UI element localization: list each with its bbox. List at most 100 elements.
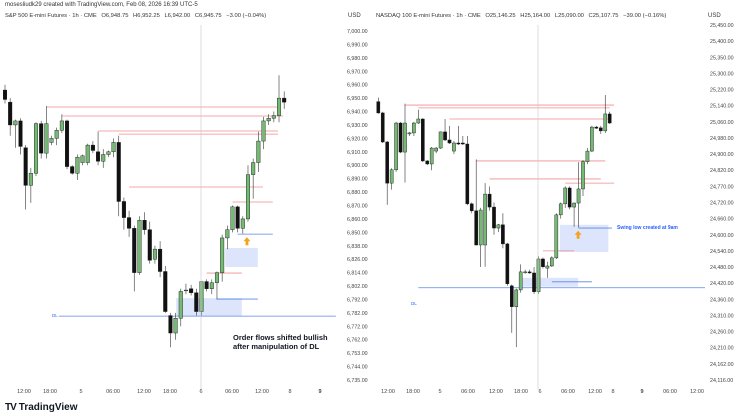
candle-up [80,155,85,163]
candle-up [111,142,116,153]
candle-down [8,101,13,126]
candle-down [70,166,75,174]
candle-down [465,143,470,205]
candle-down [204,281,209,289]
x-axis-tick-label: 6 [538,389,541,395]
candle-up [603,113,608,132]
candle-up [44,123,49,154]
y-axis-tick-label: 6,735.00 [347,378,368,384]
right-chart-legend: NASDAQ 100 E-mini Futures · 1h · CME O25… [376,13,669,19]
y-axis-tick-label: 6,990.00 [347,42,368,48]
candle-down [163,271,168,312]
y-axis-tick-label: 6,920.00 [347,136,368,142]
candle-down [380,112,385,143]
y-axis-tick-label: 6,772.00 [347,324,368,330]
y-axis-tick-label: 24,540.00 [710,249,734,255]
candle-down [142,220,147,230]
candle-up [416,118,421,124]
y-axis-tick-label: 6,940.00 [347,110,368,116]
candle-up [412,122,416,134]
y-axis-tick-label: 25,220.00 [710,88,734,94]
x-axis-tick-label: 9 [318,389,321,395]
candle-down [443,131,447,141]
y-axis-tick-label: 24,260.00 [710,330,734,336]
y-axis-tick-label: 24,820.00 [710,168,734,174]
y-axis-tick-label: 24,210.00 [710,346,734,352]
symbol-name[interactable]: NASDAQ 100 E-mini Futures · 1h · CME [376,13,481,19]
candle-down [90,144,95,151]
x-axis-tick-label: 18:00 [43,389,57,395]
candle-up [394,122,398,171]
candle-up [75,156,80,174]
candle-up [558,203,563,216]
candle-down [132,228,137,273]
tradingview-logo[interactable]: TV TradingView [5,402,78,413]
close-value: C25,107.75 [588,13,619,19]
dl-label: DL [52,313,58,318]
y-axis-tick-label: 24,116.00 [710,378,733,384]
x-axis-tick-label: 12:00 [137,389,151,395]
candle-down [461,142,465,145]
candle-up [261,120,266,142]
y-axis-tick-label: 6,792.00 [347,297,368,303]
candle-down [532,272,536,292]
y-axis-tick-label: 6,890.00 [347,177,368,183]
candle-up [225,229,230,239]
candle-up [438,131,443,149]
close-value: C6,945.75 [194,13,222,19]
x-axis-tick-label: 18:00 [163,389,177,395]
plot-area [3,75,336,348]
y-axis-tick-label: 25,300.00 [710,71,734,77]
y-axis-tick-label: 6,860.00 [347,217,368,223]
y-axis-tick-label: 25,450.00 [710,23,734,29]
candle-down [116,142,121,202]
x-axis-tick-label: 12:00 [381,389,395,395]
y-axis-tick-label: 6,980.00 [347,56,368,62]
candle-up [483,193,487,246]
candle-down [376,101,381,114]
candle-up [152,248,157,260]
candle-down [425,160,430,165]
candle-up [256,140,261,163]
candle-up [245,174,250,220]
candle-down [594,126,599,129]
candle-down [127,217,132,229]
symbol-name[interactable]: S&P 500 E-mini Futures · 1h · CME [5,13,97,19]
low-value: L6,942.00 [164,13,191,19]
candle-down [510,285,514,307]
candle-up [403,122,407,153]
y-axis-tick-label: 24,480.00 [710,265,734,271]
candle-down [121,201,126,218]
candle-down [168,315,173,334]
candle-up [101,154,106,162]
x-axis-tick-label: 9 [640,389,643,395]
tradingview-logo-icon: TV [5,402,17,413]
y-axis-tick-label: 25,060.00 [710,120,734,126]
candle-up [266,118,271,122]
candle-down [158,248,163,272]
candle-down [385,141,390,184]
x-axis-tick-label: 06:00 [561,389,575,395]
candle-up [183,289,188,292]
x-axis-tick-label: 18:00 [514,389,528,395]
liquidity-box [176,298,242,317]
y-axis-tick-label: 24,900.00 [710,152,734,158]
y-axis-tick-label: 7,000.00 [347,29,368,35]
candle-down [487,193,492,208]
candle-up [54,130,59,139]
y-axis-tick-label: 24,420.00 [710,281,734,287]
candle-down [567,187,572,208]
y-axis-tick-label: 24,660.00 [710,217,734,223]
y-axis-tick-label: 6,960.00 [347,83,368,89]
y-axis-tick-label: 6,802.00 [347,284,368,290]
chart-credit: mosesliudk29 created with TradingView.co… [5,2,198,8]
candle-up [496,224,501,229]
candle-down [147,229,152,261]
candle-down [447,139,452,144]
candle-down [456,142,461,145]
high-value: H25,164.00 [520,13,551,19]
candle-down [18,120,23,147]
x-axis-tick-label: 5 [438,389,441,395]
y-axis-tick-label: 6,970.00 [347,69,368,75]
